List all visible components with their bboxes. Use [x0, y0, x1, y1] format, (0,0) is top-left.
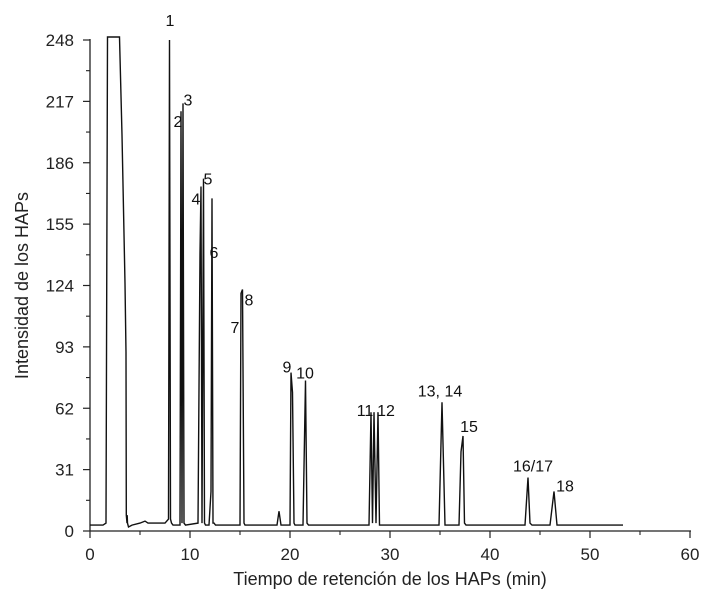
peak-label: 5	[204, 172, 213, 189]
peak-label: 9	[283, 360, 292, 377]
y-tick-label: 155	[46, 215, 74, 234]
y-ticks: 0 31 62 93 124 155 186 217 248	[46, 31, 90, 541]
peak-label: 16/17	[513, 459, 553, 476]
peak-label: 11	[357, 403, 374, 420]
y-tick-label: 186	[46, 154, 74, 173]
peak-label: 15	[460, 419, 478, 436]
peak-label: 12	[377, 403, 395, 420]
x-tick-label: 50	[581, 545, 600, 564]
x-tick-label: 40	[481, 545, 500, 564]
y-tick-label: 0	[65, 522, 74, 541]
y-tick-label: 31	[55, 461, 74, 480]
peak-label: 18	[556, 478, 574, 495]
chromatogram-trace	[90, 36, 623, 529]
x-tick-label: 30	[381, 545, 400, 564]
peak-label: 6	[210, 245, 219, 262]
x-tick-label: 0	[85, 545, 94, 564]
y-tick-label: 124	[46, 277, 74, 296]
peak-label: 4	[192, 191, 201, 208]
peak-label: 10	[296, 366, 314, 383]
x-axis-title: Tiempo de retención de los HAPs (min)	[233, 569, 546, 589]
x-tick-label: 60	[681, 545, 700, 564]
y-tick-label: 217	[46, 92, 74, 111]
x-tick-label: 10	[181, 545, 200, 564]
y-tick-label: 93	[55, 338, 74, 357]
peak-label: 1	[166, 13, 175, 30]
peak-label: 3	[184, 92, 193, 109]
y-tick-label: 62	[55, 399, 74, 418]
x-ticks: 0 10 20 30 40 50 60	[85, 531, 699, 564]
peak-label: 8	[245, 292, 254, 309]
peak-label: 13, 14	[418, 383, 463, 400]
y-axis-title: Intensidad de los HAPs	[12, 192, 32, 379]
peak-label: 2	[174, 114, 183, 131]
peak-label: 7	[231, 320, 240, 337]
y-tick-label: 248	[46, 31, 74, 50]
x-tick-label: 20	[281, 545, 300, 564]
